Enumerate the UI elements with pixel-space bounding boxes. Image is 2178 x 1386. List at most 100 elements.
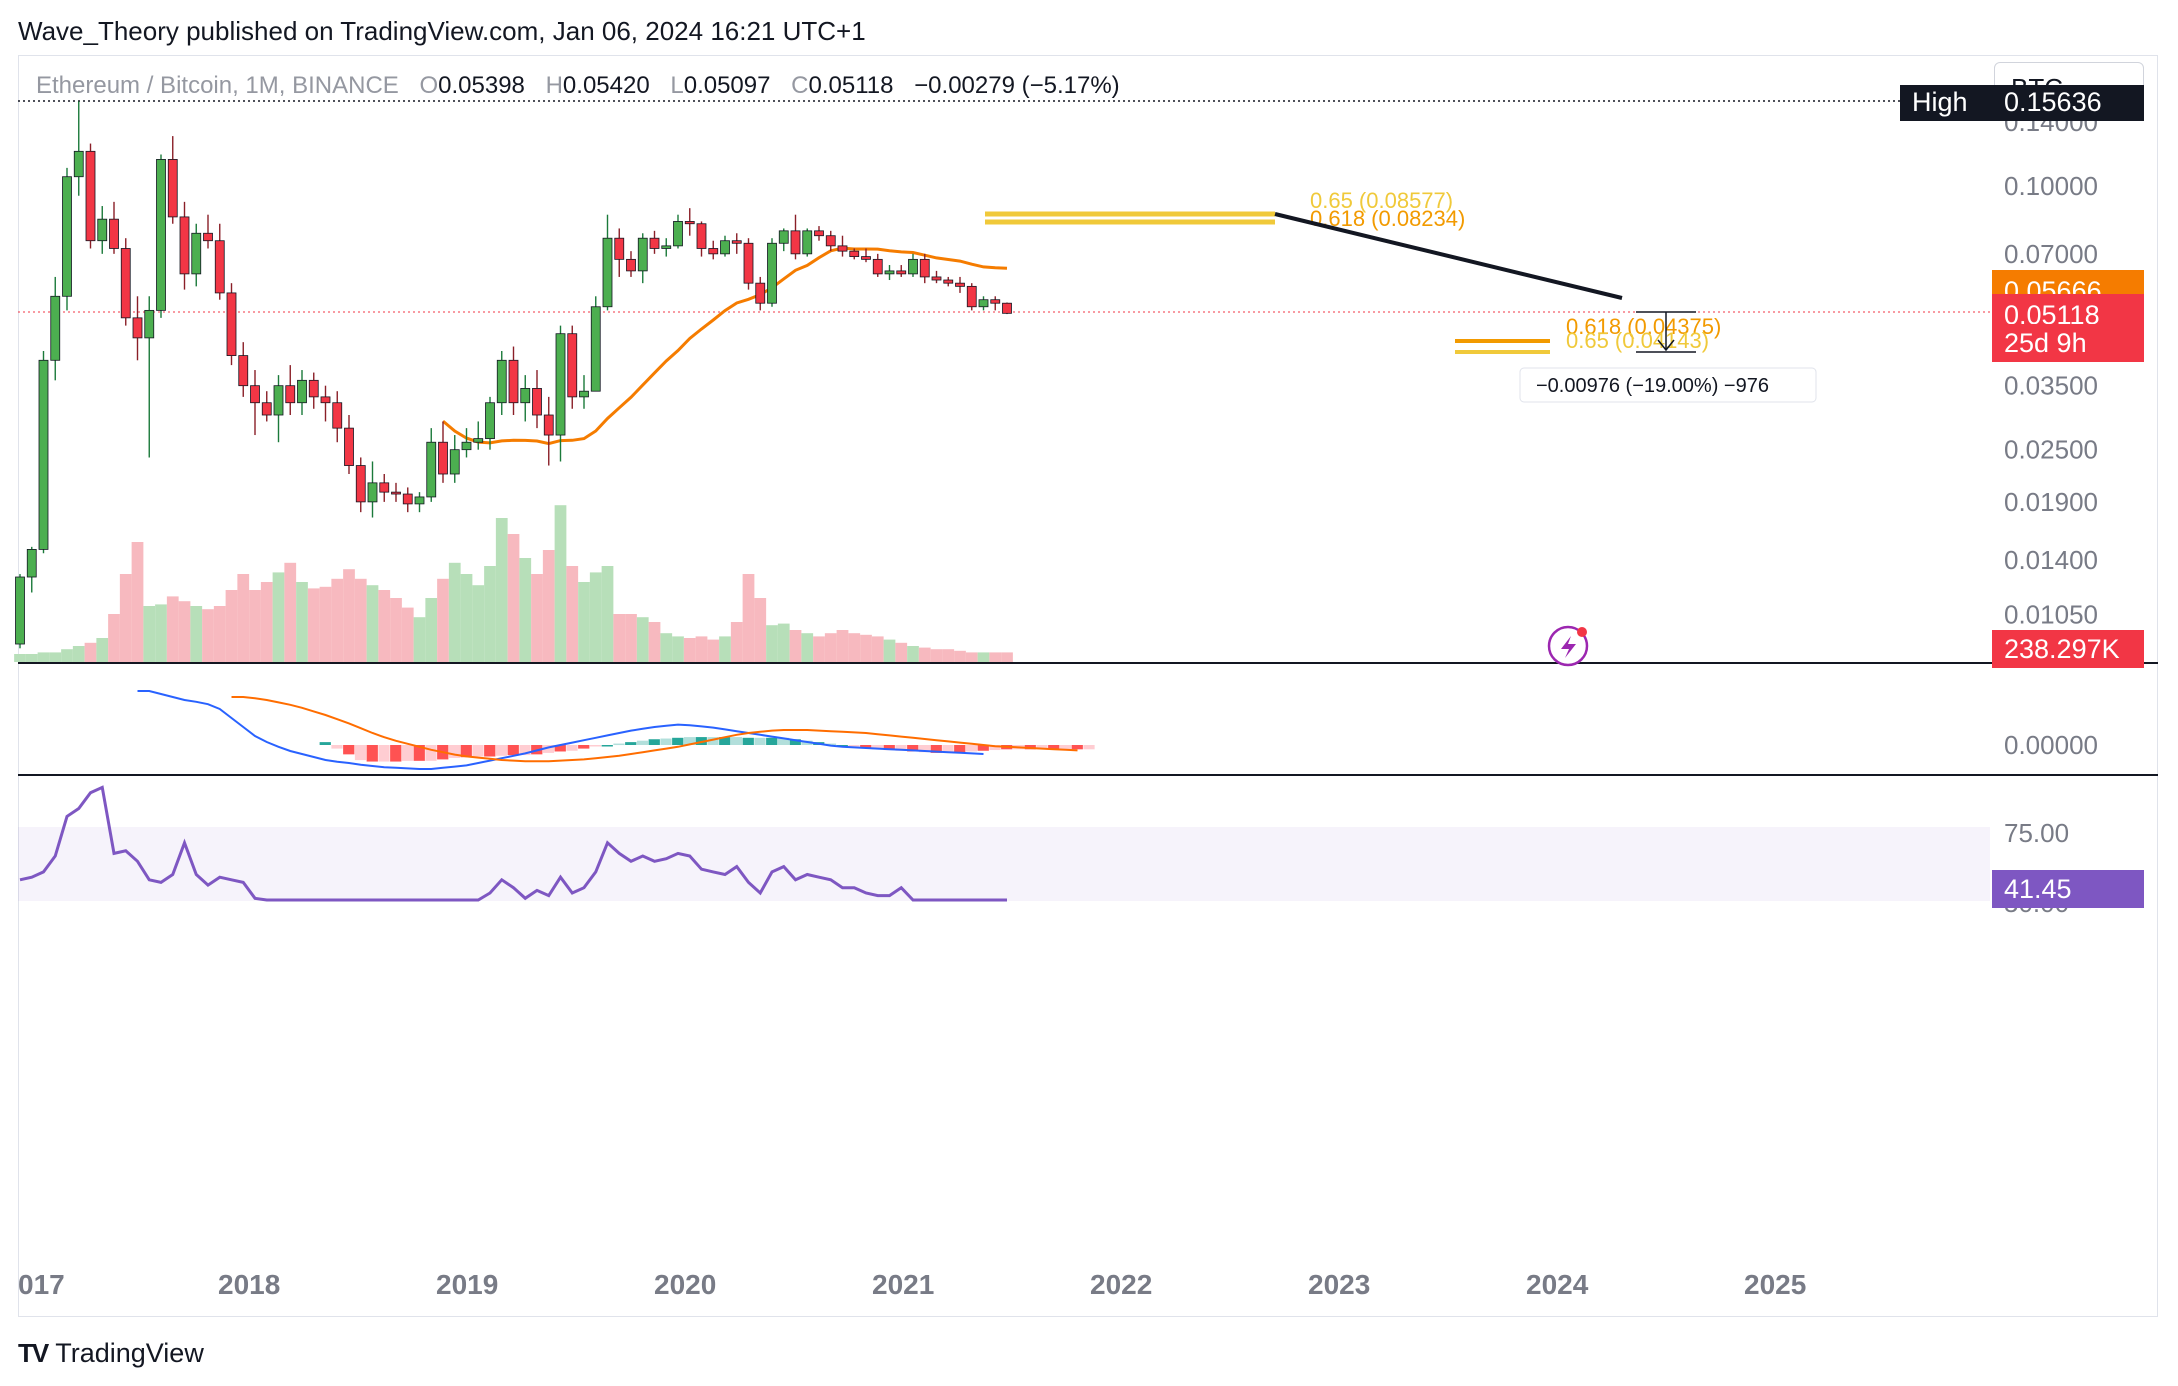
volume-bar — [401, 607, 414, 662]
volume-bar — [648, 622, 661, 662]
fib-label-lower-065: 0.65 (0.04143) — [1566, 328, 1709, 353]
macd-histogram-bar — [319, 742, 331, 745]
candle — [109, 201, 119, 254]
candle — [320, 385, 331, 422]
candles — [15, 101, 1012, 649]
candle-body — [308, 379, 319, 398]
volume-bar — [848, 633, 861, 662]
candle-body — [496, 359, 507, 404]
candle — [908, 253, 918, 277]
ma-line — [442, 246, 1008, 446]
candle — [132, 296, 143, 361]
time-tick-label: 2024 — [1526, 1269, 1589, 1300]
candle-body — [203, 232, 213, 242]
candle — [402, 487, 413, 513]
volume-bar — [554, 505, 567, 662]
time-tick-label: 017 — [18, 1269, 65, 1300]
candle — [731, 233, 742, 254]
time-tick-label: 2018 — [218, 1269, 280, 1300]
volume-bar — [96, 638, 109, 662]
candle — [85, 143, 96, 249]
candle-body — [62, 176, 72, 297]
high-value-badge-bg — [1992, 85, 2144, 121]
macd-histogram-bar — [601, 745, 613, 747]
candle — [156, 154, 166, 318]
volume-bar — [965, 652, 978, 662]
open-label: O — [419, 72, 439, 99]
candle-body — [720, 240, 730, 255]
candle-body — [708, 248, 719, 255]
brand-name: TradingView — [55, 1338, 204, 1368]
rsi-value-badge-text: 41.45 — [2004, 874, 2072, 904]
fib-label-lower-0618: 0.618 (0.04375) — [1566, 314, 1721, 339]
candle-body — [966, 285, 977, 308]
macd-histogram-bar — [460, 745, 472, 758]
volume-bar — [390, 598, 402, 662]
volume-bar — [296, 582, 308, 662]
volume-bar — [331, 578, 344, 662]
candle-body — [26, 549, 37, 578]
macd-histogram-bar — [965, 745, 978, 752]
candle — [273, 375, 284, 443]
candle — [297, 370, 307, 416]
candle — [144, 296, 155, 458]
macd-histogram-bar — [836, 745, 848, 747]
volume-bar — [131, 542, 144, 662]
candle-body — [426, 441, 437, 498]
macd-histogram-bar — [578, 745, 590, 749]
rsi-value-badge: 41.45 — [1992, 870, 2144, 908]
macd-histogram-bar — [871, 745, 884, 750]
candle-body — [355, 465, 366, 503]
candle-body — [778, 230, 789, 244]
time-tick-label: 2023 — [1308, 1269, 1370, 1300]
candle-body — [755, 282, 766, 304]
candle — [167, 136, 178, 224]
symbol-name: Ethereum / Bitcoin, 1M, BINANCE — [36, 72, 399, 99]
candle-body — [814, 230, 824, 237]
candle-body — [85, 150, 96, 242]
macd-histogram-bar — [930, 745, 942, 753]
time-tick-label: 2019 — [436, 1269, 498, 1300]
candle — [896, 265, 907, 277]
candle-body — [743, 242, 754, 284]
candle — [238, 342, 249, 397]
candle — [73, 101, 84, 196]
volume-bar — [625, 614, 637, 662]
candle-body — [191, 232, 202, 275]
macd-histogram-bar — [883, 745, 895, 751]
candle — [696, 221, 707, 257]
volume-bar — [824, 633, 837, 662]
candle-body — [555, 333, 566, 436]
candle-body — [144, 309, 155, 339]
candle-body — [97, 218, 108, 242]
candle-body — [332, 402, 343, 429]
macd-histogram-bar — [378, 745, 390, 762]
volume-bar — [202, 609, 214, 662]
volume-bar — [507, 534, 520, 662]
macd-histogram-bar — [542, 745, 555, 753]
macd-histogram-bar — [707, 737, 719, 745]
candle — [849, 248, 860, 260]
volume-bar — [319, 586, 332, 662]
volume-value-badge-bg — [1992, 630, 2144, 668]
macd-histogram-bar — [425, 745, 437, 761]
candle — [508, 346, 519, 416]
volume-bar — [425, 598, 438, 662]
open-value: 0.05398 — [438, 72, 525, 99]
macd-histogram-bar — [989, 745, 1001, 751]
candle — [684, 208, 695, 236]
candle-body — [320, 396, 331, 404]
volume-bar — [542, 550, 555, 662]
volume-bar — [1001, 652, 1013, 662]
candle — [532, 370, 542, 429]
macd-histogram-bar — [413, 745, 425, 761]
candle — [790, 214, 801, 260]
macd-histogram-bar — [742, 737, 754, 745]
rsi-band — [18, 827, 1990, 901]
high-label-badge: High — [1900, 85, 1992, 121]
volume-bar — [660, 633, 673, 662]
volume-bar — [942, 649, 955, 662]
candle — [50, 276, 61, 381]
volume-bar — [14, 654, 26, 662]
